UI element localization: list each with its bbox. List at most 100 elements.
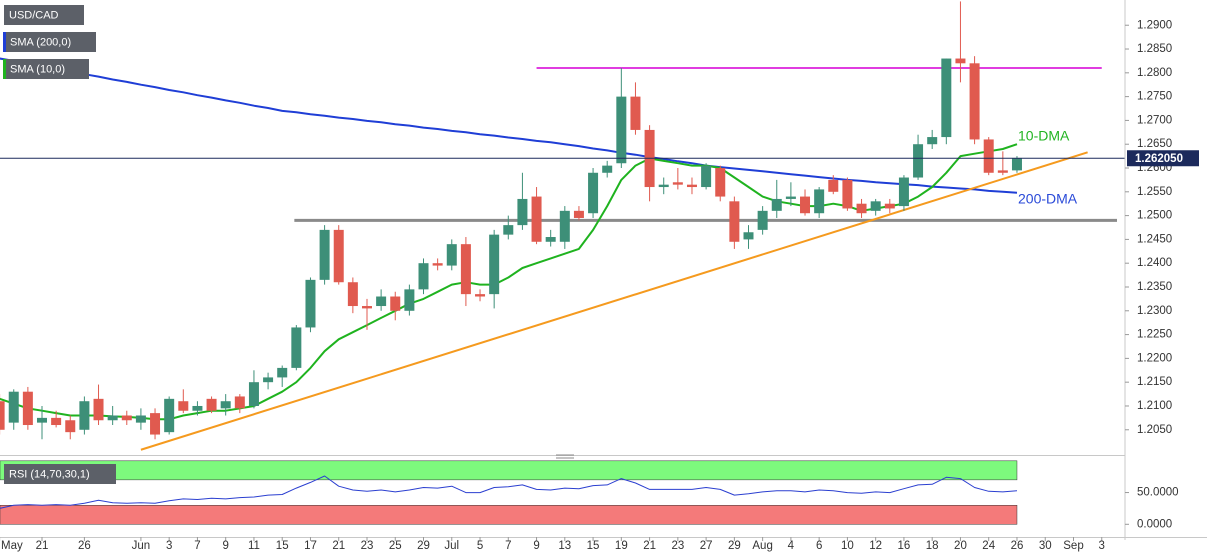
x-tick-label: Jul	[444, 540, 459, 552]
x-tick-label: 25	[389, 540, 402, 552]
candle-body	[192, 405, 203, 411]
candle-body	[291, 327, 302, 368]
candle-body	[884, 203, 895, 209]
x-tick-label: 21	[332, 540, 345, 552]
candle-body	[489, 234, 500, 295]
candle-body	[333, 229, 344, 283]
y-tick-label: 1.2700	[1137, 114, 1172, 126]
candle-body	[347, 282, 358, 307]
candle-body	[757, 210, 768, 230]
candle-body	[135, 415, 146, 423]
x-tick-label: 5	[477, 540, 483, 552]
y-tick-label: 1.2550	[1137, 186, 1172, 198]
x-tick-label: 20	[954, 540, 967, 552]
pane-splitter[interactable]	[556, 454, 574, 459]
y-tick-label: 1.2750	[1137, 91, 1172, 103]
rsi-line	[0, 475, 1018, 509]
candle-body	[432, 263, 443, 266]
legend-box	[3, 59, 89, 79]
candle-body	[814, 189, 825, 214]
last-price-label: 1.262050	[1135, 153, 1183, 165]
candle-body	[404, 289, 415, 311]
candle-body	[715, 168, 726, 197]
candle-body	[559, 210, 570, 242]
trend-line	[140, 151, 1088, 451]
rsi-y-tick-label: 0.0000	[1137, 518, 1172, 530]
x-tick-label: 23	[361, 540, 374, 552]
candle-body	[870, 201, 881, 211]
candle-body	[927, 137, 938, 145]
candle-body	[0, 401, 5, 430]
x-tick-label: 30	[1039, 540, 1052, 552]
legend-box	[3, 32, 96, 52]
legend-swatch	[3, 59, 6, 79]
candle-body	[121, 415, 132, 421]
candle-body	[630, 96, 641, 130]
y-tick-label: 1.2300	[1137, 305, 1172, 317]
candle-body	[51, 417, 62, 426]
candle-body	[828, 179, 839, 192]
x-tick-label: 17	[304, 540, 317, 552]
annotation: 10-DMA	[1018, 128, 1070, 144]
candle-body	[319, 229, 330, 280]
x-tick-label: 19	[615, 540, 628, 552]
x-tick-label: 24	[982, 540, 995, 552]
candle-body	[8, 391, 19, 423]
candle-body	[658, 184, 669, 188]
x-tick-label: Jun	[132, 540, 151, 552]
candle-body	[800, 196, 811, 214]
candle-body	[503, 225, 514, 235]
candle-body	[701, 165, 712, 188]
x-tick-label: May	[1, 540, 23, 552]
candle-body	[376, 296, 387, 307]
y-tick-label: 1.2200	[1137, 352, 1172, 364]
x-tick-label: 9	[533, 540, 539, 552]
candle-body	[842, 179, 853, 209]
x-tick-label: 3	[166, 540, 172, 552]
x-tick-label: 6	[816, 540, 822, 552]
candle-body	[913, 144, 924, 178]
y-tick-label: 1.2900	[1137, 19, 1172, 31]
candle-body	[672, 182, 683, 185]
x-tick-label: 16	[898, 540, 911, 552]
rsi-legend: RSI (14,70,30,1)	[9, 468, 90, 480]
candle-body	[898, 177, 909, 207]
legend-entry: SMA (10,0)	[10, 63, 65, 75]
candle-body	[955, 58, 966, 64]
y-tick-label: 1.2500	[1137, 210, 1172, 222]
last-price-tag	[1127, 150, 1199, 167]
x-tick-label: 21	[36, 540, 49, 552]
candle-body	[997, 170, 1008, 173]
x-tick-label: 15	[276, 540, 289, 552]
y-tick-label: 1.2100	[1137, 400, 1172, 412]
y-tick-label: 1.2800	[1137, 67, 1172, 79]
candle-body	[234, 396, 245, 409]
x-tick-label: Aug	[752, 540, 772, 552]
candle-body	[856, 203, 867, 214]
x-tick-label: Sep	[1063, 540, 1083, 552]
legend-box	[4, 464, 116, 484]
x-tick-label: 3	[1099, 540, 1105, 552]
candle-body	[37, 417, 47, 423]
x-tick-label: 18	[926, 540, 939, 552]
y-tick-label: 1.2450	[1137, 233, 1172, 245]
candle-body	[305, 279, 316, 328]
candle-body	[771, 198, 782, 211]
x-tick-label: 10	[841, 540, 854, 552]
candle-body	[150, 413, 161, 435]
candle-body	[545, 237, 556, 242]
legend: USD/CAD SMA (200,0) SMA (10,0) RSI (14,7…	[3, 5, 116, 484]
candle-body	[460, 244, 471, 295]
candle-body	[79, 401, 90, 430]
x-tick-label: 7	[505, 540, 511, 552]
candle-body	[983, 139, 994, 173]
candle-body	[164, 398, 175, 433]
y-tick-label: 1.2250	[1137, 329, 1172, 341]
y-tick-label: 1.2400	[1137, 257, 1172, 269]
candle-body	[588, 172, 599, 214]
rsi-oversold-zone	[0, 505, 1018, 525]
annotation: 200-DMA	[1018, 191, 1078, 207]
candle-body	[686, 184, 697, 188]
